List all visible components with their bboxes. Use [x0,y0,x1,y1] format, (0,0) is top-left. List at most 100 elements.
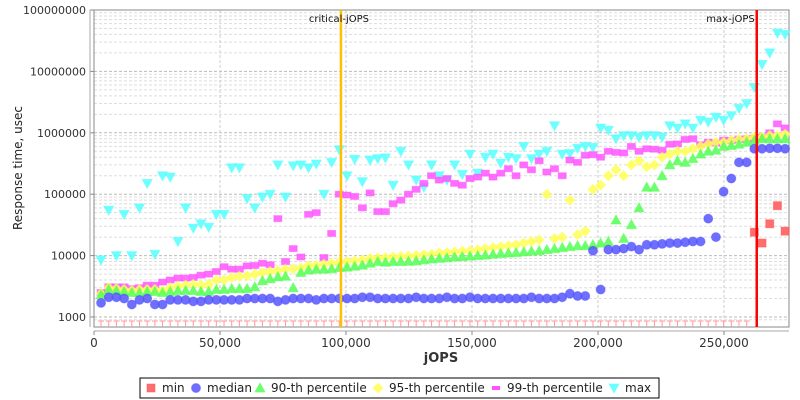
data-point [695,236,706,247]
data-point [633,201,645,213]
data-point-min-below-range [643,320,650,327]
data-point [671,154,684,166]
data-point [780,143,791,154]
data-point [473,173,483,181]
data-point [480,169,490,177]
data-point [187,223,200,235]
data-point-min-below-range [589,320,596,327]
data-point [333,145,346,156]
data-point [218,283,230,295]
legend-item: max [608,381,651,395]
marker-label: max-jOPS [706,14,754,25]
data-point-min-below-range [628,320,635,327]
data-point-min-below-range [597,320,604,327]
data-point-min-below-range [605,320,612,327]
data-point [402,160,415,171]
data-point [625,131,638,142]
data-point-min-below-range [459,320,466,327]
data-point-min-below-range [98,320,105,327]
y-axis-label: Response time, usec [11,106,25,230]
data-point [642,145,652,153]
legend-label: 95-th percentile [389,381,485,395]
data-point [348,260,361,271]
series-90-th-percentile [95,132,791,300]
data-point-min-below-range [182,320,189,327]
data-point [656,169,668,181]
data-point [717,115,730,127]
data-point [342,191,352,199]
data-point [587,245,598,256]
data-point-min-below-range [613,320,620,327]
data-point [264,189,276,201]
data-point [571,239,584,251]
data-point [195,285,207,297]
data-point-min-below-range [320,320,327,327]
data-point-min-below-range [490,320,497,327]
x-tick-label: 150,000 [447,336,497,350]
data-point-min-below-range [267,320,274,327]
data-point-min-below-range [251,320,258,327]
data-point [394,255,407,267]
data-point [550,165,560,173]
data-point [634,147,644,155]
data-point [464,250,476,261]
data-point-min-below-range [144,320,151,327]
grid [94,9,789,327]
data-point-min-below-range [651,320,658,327]
data-point [648,159,661,171]
data-point-min-below-range [197,320,204,327]
data-point [219,263,229,271]
data-point [488,173,498,181]
data-point [611,148,621,156]
data-point-min-below-range [705,320,712,327]
data-point-min-below-range [244,320,251,327]
data-point [718,186,729,197]
data-point [757,238,767,248]
data-point-min-below-range [236,320,243,327]
data-point-min-below-range [466,320,473,327]
data-point [425,252,438,264]
data-point [540,243,553,255]
data-point [211,268,221,276]
data-point [702,117,715,129]
legend-swatch [146,383,156,393]
data-point [442,175,452,183]
data-point [511,172,521,180]
data-point [756,132,768,144]
data-point-min-below-range [505,320,512,327]
data-point [579,141,592,153]
data-point [610,134,622,145]
data-point [526,166,536,174]
data-point [118,209,130,221]
data-point [279,270,292,281]
data-point-min-below-range [428,320,435,327]
legend: min median 90-th percentile 95-th percentil… [139,377,660,399]
data-point [533,244,545,256]
data-point [341,261,353,272]
data-point-min-below-range [636,320,643,327]
data-point [126,299,137,310]
data-point [602,235,615,246]
data-point [772,120,782,128]
data-point [479,249,492,260]
data-point [648,131,661,142]
data-point [410,175,423,187]
data-point [548,121,561,132]
data-point [765,219,775,229]
data-point [519,161,529,169]
data-point [687,123,699,134]
data-point [556,231,568,243]
data-point [656,132,668,144]
data-point [195,219,207,230]
data-point [565,156,575,164]
data-point [125,251,138,262]
data-point-min-below-range [274,320,281,327]
data-point [394,146,407,158]
data-point [633,132,645,144]
data-point [425,160,438,171]
data-point-min-below-range [128,320,135,327]
x-axis: 0 50,000 100,000 150,000 200,000 250,000 [90,330,789,350]
data-point [533,234,545,246]
data-point [542,168,552,176]
data-point [625,218,638,230]
